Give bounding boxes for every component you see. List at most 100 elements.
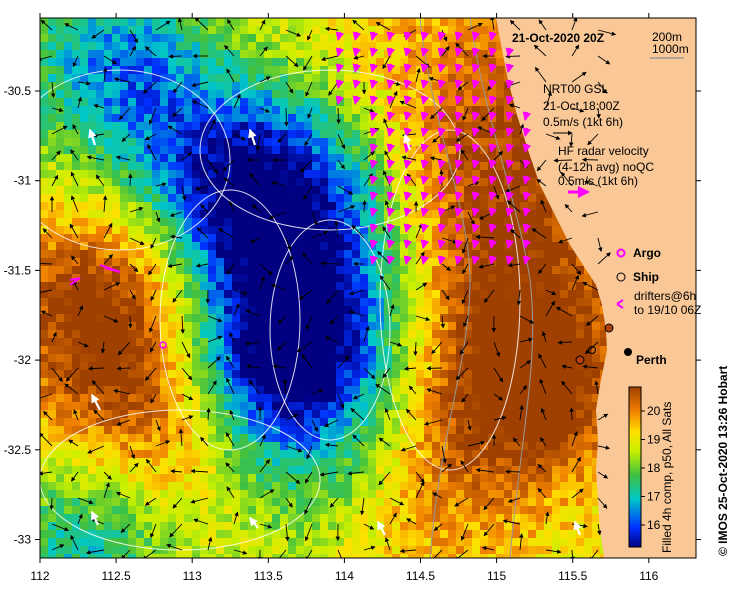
gsl-arrow <box>363 107 375 113</box>
gsl-arrow <box>512 437 521 447</box>
gsl-arrow <box>142 81 157 94</box>
colorbar-tick-label: 18 <box>647 461 661 475</box>
gsl-arrow <box>475 234 495 240</box>
gsl-arrow <box>307 107 313 119</box>
sst-cells-group <box>40 546 48 554</box>
x-tick-label: 114.5 <box>406 569 435 583</box>
sst-cells-group <box>320 242 328 250</box>
gsl-arrow <box>305 315 313 331</box>
hf-arrow <box>386 239 396 250</box>
gsl-arrow <box>545 289 557 295</box>
gsl-arrow <box>207 335 223 343</box>
gsl-arrow <box>597 497 608 509</box>
gsl-arrow <box>64 23 79 31</box>
hf-arrow <box>471 95 481 106</box>
gsl-arrow <box>172 289 183 303</box>
gsl-arrow <box>353 55 365 60</box>
gsl-arrow <box>251 204 261 213</box>
sst-cells-group <box>200 354 232 402</box>
gsl-arrow <box>227 263 235 275</box>
sst-cells-group <box>344 314 352 322</box>
gsl-arrow <box>40 471 53 476</box>
gsl-arrow <box>545 511 550 525</box>
gsl-arrow <box>326 289 339 304</box>
hf-arrow <box>454 223 464 234</box>
gsl-arrow <box>103 315 119 323</box>
sst-cells-group <box>208 42 328 130</box>
sst-cells-group <box>64 42 72 50</box>
gsl-arrow <box>459 341 469 355</box>
sst-cells-group <box>240 314 248 322</box>
gsl-arrow <box>70 534 79 551</box>
gsl-arrow <box>519 360 532 369</box>
gsl-arrow <box>545 91 552 109</box>
sst-cells-group <box>320 170 328 178</box>
gsl-arrow <box>276 549 287 558</box>
gsl-arrow <box>285 29 302 37</box>
hf-arrow <box>386 127 396 138</box>
gsl-arrow <box>303 185 313 201</box>
hf-arrow <box>471 159 481 170</box>
gsl-arrow <box>113 77 131 83</box>
sst-cells-group <box>128 162 136 170</box>
gsl-arrow <box>103 55 117 65</box>
sst-cells-group <box>280 370 360 426</box>
sst-cells-group <box>344 242 352 250</box>
colorbar-tick-label: 17 <box>647 490 661 504</box>
gsl-arrow <box>299 289 313 300</box>
colorbar-tick-label: 19 <box>647 433 661 447</box>
gsl-arrow <box>40 289 53 293</box>
gsl-arrow <box>539 378 547 395</box>
gsl-arrow <box>181 367 193 381</box>
gsl-arrow <box>285 55 299 68</box>
hf-arrow <box>454 191 464 202</box>
hf-arrow <box>369 223 379 234</box>
gsl-time: 21-Oct 18:00Z <box>543 99 620 113</box>
sst-cells-group <box>152 42 160 50</box>
gsl-arrow <box>172 497 183 509</box>
hf-arrow <box>437 31 447 42</box>
sst-cells-group <box>120 146 128 154</box>
sst-cells-group <box>352 250 360 258</box>
gsl-arrow <box>129 289 136 300</box>
sst-cells-group <box>256 426 264 434</box>
gsl-arrow <box>259 19 266 31</box>
hf-arrow <box>420 159 430 170</box>
gsl-arrow <box>467 22 483 31</box>
sst-cells-group <box>352 146 360 154</box>
hf-arrow <box>454 255 464 266</box>
gsl-arrow <box>115 155 131 161</box>
gsl-scale: 0.5m/s (1kt 6h) <box>543 115 623 129</box>
gsl-arrow <box>93 103 105 109</box>
gsl-arrow <box>207 380 217 395</box>
gsl-arrow <box>276 341 287 351</box>
sst-cells-group <box>144 98 152 106</box>
sst-cells-group <box>96 26 104 34</box>
sst-contour <box>40 69 231 251</box>
sst-cells-group <box>344 274 352 282</box>
gsl-arrow <box>259 263 273 276</box>
drifter-arrow <box>88 128 97 146</box>
sst-cells-group <box>56 74 64 82</box>
gsl-arrow <box>493 341 501 358</box>
hf-arrow <box>522 207 532 218</box>
gsl-arrow <box>155 419 161 432</box>
sst-cells-group <box>40 114 48 122</box>
hf-arrow <box>454 79 464 90</box>
gsl-arrow <box>103 471 112 480</box>
gsl-arrow <box>337 549 344 558</box>
gsl-arrow <box>259 489 275 499</box>
sst-cells-group <box>56 18 64 26</box>
gsl-arrow <box>207 536 213 551</box>
gsl-arrow <box>50 81 56 98</box>
gsl-arrow <box>597 252 611 265</box>
gsl-arrow <box>441 289 450 301</box>
gsl-arrow <box>519 404 524 421</box>
gsl-arrow <box>71 255 79 265</box>
sst-cells-group <box>200 58 392 554</box>
gsl-arrow <box>441 463 453 473</box>
hf-arrow <box>335 63 345 74</box>
gsl-arrow <box>519 123 525 135</box>
gsl-arrow <box>144 46 157 57</box>
